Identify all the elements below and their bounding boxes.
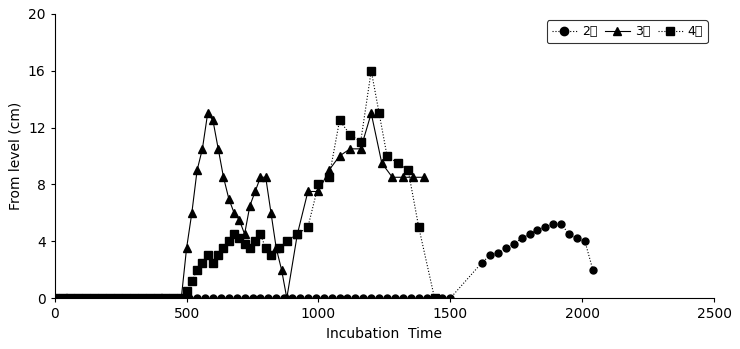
- 3차: [409, 175, 418, 179]
- 3차: [356, 147, 365, 151]
- 2차: [588, 268, 597, 272]
- 4차: [293, 232, 302, 236]
- 3차: [214, 147, 223, 151]
- 4차: [74, 296, 83, 300]
- 4차: [374, 111, 383, 116]
- Line: 4차: 4차: [50, 67, 439, 302]
- Y-axis label: From level (cm): From level (cm): [8, 102, 22, 210]
- 2차: [177, 296, 186, 300]
- 4차: [90, 296, 98, 300]
- 3차: [261, 175, 270, 179]
- 4차: [169, 296, 178, 300]
- 4차: [335, 118, 344, 122]
- 3차: [192, 168, 201, 172]
- 2차: [272, 296, 280, 300]
- 4차: [275, 246, 283, 251]
- 4차: [187, 279, 196, 283]
- 4차: [224, 239, 233, 243]
- Legend: 2차, 3차, 4차: 2차, 3차, 4차: [547, 20, 708, 43]
- 4차: [266, 253, 275, 258]
- Line: 2차: 2차: [51, 221, 596, 302]
- Line: 3차: 3차: [177, 109, 428, 302]
- 4차: [82, 296, 91, 300]
- 3차: [229, 211, 238, 215]
- 4차: [325, 175, 334, 179]
- 3차: [398, 175, 407, 179]
- 2차: [477, 260, 486, 265]
- 4차: [256, 232, 265, 236]
- 4차: [50, 296, 59, 300]
- 4차: [192, 268, 201, 272]
- 3차: [335, 154, 344, 158]
- 4차: [121, 296, 130, 300]
- 4차: [393, 161, 402, 165]
- 4차: [214, 253, 223, 258]
- 4차: [229, 232, 238, 236]
- 2차: [549, 222, 558, 226]
- 2차: [556, 222, 565, 226]
- 3차: [198, 147, 207, 151]
- 4차: [198, 260, 207, 265]
- 4차: [356, 140, 365, 144]
- 4차: [303, 225, 312, 229]
- 2차: [209, 296, 218, 300]
- 4차: [235, 236, 243, 240]
- 3차: [224, 196, 233, 201]
- 4차: [283, 239, 292, 243]
- 3차: [388, 175, 397, 179]
- 4차: [430, 296, 439, 300]
- 3차: [246, 203, 255, 208]
- 3차: [266, 211, 275, 215]
- 4차: [209, 260, 218, 265]
- 4차: [161, 296, 170, 300]
- 4차: [138, 296, 147, 300]
- 4차: [314, 182, 323, 186]
- 4차: [177, 296, 186, 300]
- 4차: [204, 253, 212, 258]
- 3차: [204, 111, 212, 116]
- 4차: [113, 296, 122, 300]
- 3차: [303, 190, 312, 194]
- 3차: [251, 190, 260, 194]
- 3차: [346, 147, 354, 151]
- 2차: [90, 296, 98, 300]
- 4차: [153, 296, 162, 300]
- 4차: [240, 242, 249, 246]
- 4차: [98, 296, 107, 300]
- 3차: [219, 175, 228, 179]
- 4차: [106, 296, 115, 300]
- 3차: [314, 190, 323, 194]
- 3차: [177, 296, 186, 300]
- X-axis label: Incubation  Time: Incubation Time: [326, 327, 443, 341]
- 4차: [219, 246, 228, 251]
- 3차: [277, 268, 286, 272]
- 4차: [66, 296, 75, 300]
- 3차: [256, 175, 265, 179]
- 3차: [367, 111, 376, 116]
- 3차: [293, 232, 302, 236]
- 3차: [325, 168, 334, 172]
- 3차: [283, 296, 292, 300]
- 2차: [50, 296, 59, 300]
- 3차: [235, 218, 243, 222]
- 4차: [182, 289, 191, 293]
- 3차: [377, 161, 386, 165]
- 4차: [367, 69, 376, 73]
- 4차: [261, 246, 270, 251]
- 3차: [209, 118, 218, 122]
- 3차: [272, 246, 280, 251]
- 3차: [182, 246, 191, 251]
- 4차: [404, 168, 413, 172]
- 3차: [187, 211, 196, 215]
- 4차: [130, 296, 138, 300]
- 4차: [58, 296, 67, 300]
- 4차: [414, 225, 423, 229]
- 4차: [145, 296, 154, 300]
- 4차: [246, 246, 255, 251]
- 3차: [420, 175, 428, 179]
- 4차: [251, 239, 260, 243]
- 3차: [240, 232, 249, 236]
- 4차: [383, 154, 391, 158]
- 4차: [346, 133, 354, 137]
